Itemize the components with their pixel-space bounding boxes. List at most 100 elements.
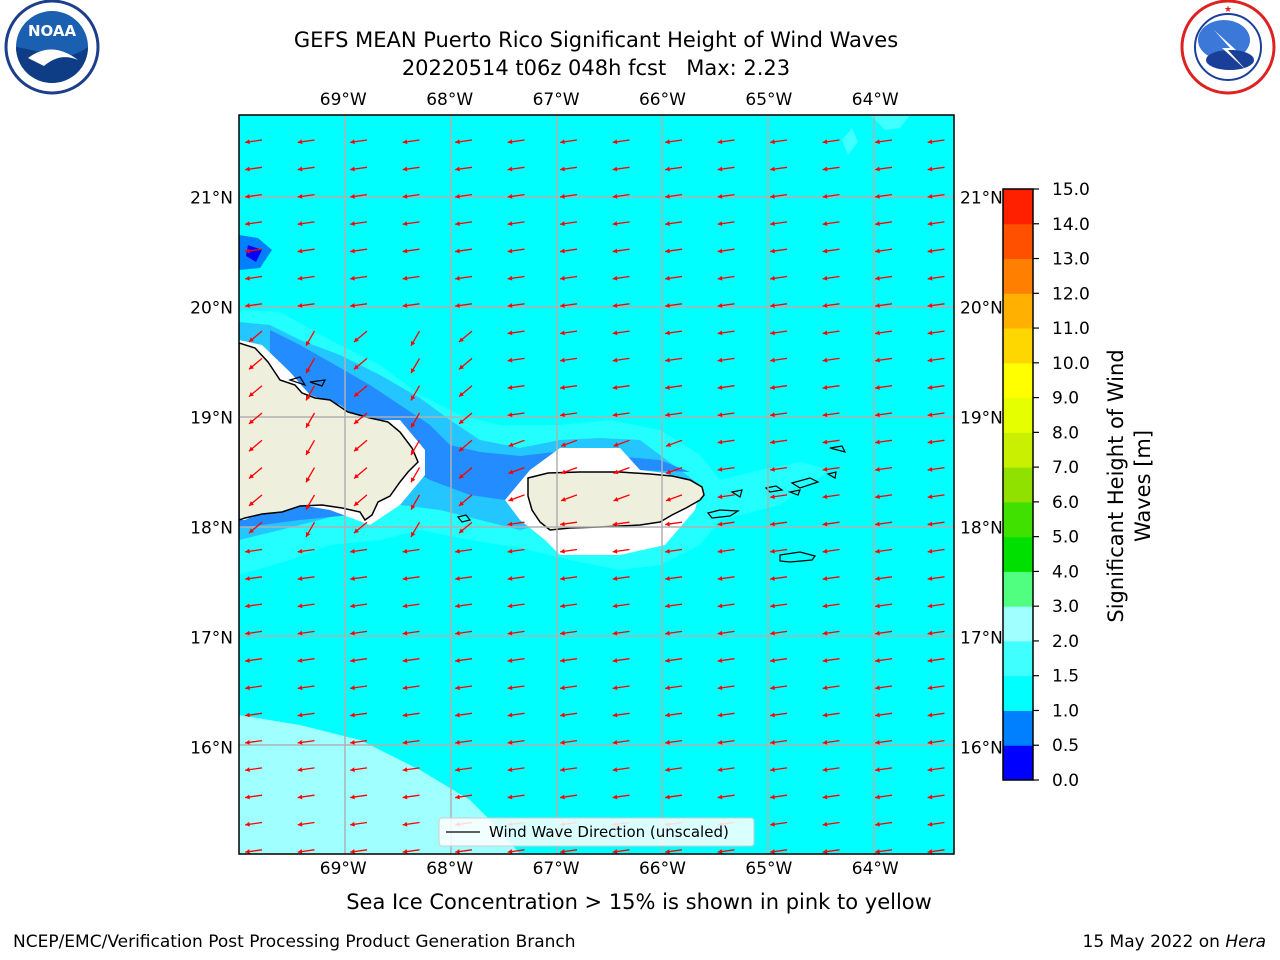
- wave-direction-arrow: [350, 603, 368, 609]
- wave-direction-arrow: [717, 630, 735, 636]
- wave-direction-arrow: [402, 685, 420, 691]
- wave-direction-arrow: [507, 248, 525, 254]
- colorbar-tick-label: 8.0: [1052, 423, 1079, 443]
- wave-direction-arrow: [560, 275, 578, 281]
- wave-direction-arrow: [927, 739, 945, 745]
- wave-direction-arrow: [717, 275, 735, 281]
- wave-direction-arrow: [402, 248, 420, 254]
- wave-direction-arrow: [297, 303, 315, 308]
- wave-direction-arrow: [875, 767, 893, 773]
- wave-direction-arrow: [927, 576, 945, 581]
- wave-direction-arrow: [305, 358, 316, 374]
- wave-direction-arrow: [458, 357, 473, 370]
- wave-direction-arrow: [455, 685, 473, 691]
- wave-direction-arrow: [717, 739, 735, 745]
- wave-direction-arrow: [612, 166, 630, 172]
- wave-direction-arrow: [508, 466, 525, 475]
- wave-direction-arrow: [507, 658, 525, 663]
- wave-direction-arrow: [507, 412, 525, 418]
- wave-direction-arrow: [875, 166, 893, 172]
- wave-direction-arrow: [560, 221, 578, 227]
- lat-tick-label: 20°N: [190, 298, 233, 318]
- wave-direction-arrow: [455, 712, 473, 718]
- wave-direction-arrow: [770, 521, 788, 527]
- wave-direction-arrow: [560, 794, 578, 800]
- wave-direction-arrow: [875, 821, 893, 827]
- wave-direction-arrow: [717, 521, 735, 527]
- wave-direction-arrow: [458, 385, 473, 398]
- wave-direction-arrow: [410, 412, 421, 429]
- colorbar-tick-label: 12.0: [1052, 284, 1090, 304]
- wave-direction-arrow: [245, 767, 263, 773]
- noaa-logo: NOAA: [4, 0, 100, 95]
- wave-direction-arrow: [560, 630, 578, 636]
- wave-direction-arrow: [560, 357, 578, 363]
- wave-direction-arrow: [665, 521, 683, 527]
- wave-direction-arrow: [507, 548, 525, 554]
- colorbar-tick-label: 7.0: [1052, 458, 1079, 478]
- wave-direction-arrow: [665, 794, 683, 800]
- wave-direction-arrow: [770, 548, 788, 554]
- wave-direction-arrow: [402, 303, 420, 308]
- wave-direction-arrow: [717, 603, 735, 609]
- wave-direction-arrow: [612, 248, 630, 254]
- wave-direction-arrow: [402, 794, 420, 800]
- wave-direction-arrow: [927, 494, 945, 500]
- wave-direction-arrow: [560, 739, 578, 745]
- wave-direction-arrow: [353, 439, 368, 452]
- wave-direction-arrow: [507, 385, 525, 390]
- wave-direction-arrow: [305, 385, 316, 401]
- wave-direction-arrow: [612, 767, 630, 773]
- wave-direction-arrow: [612, 576, 630, 581]
- footer-credit: NCEP/EMC/Verification Post Processing Pr…: [13, 932, 576, 952]
- wave-direction-arrow: [927, 794, 945, 800]
- wave-direction-arrow: [350, 658, 368, 663]
- wave-direction-arrow: [297, 139, 315, 145]
- wave-direction-arrow: [612, 330, 630, 336]
- wave-direction-arrow: [297, 849, 315, 854]
- wave-direction-arrow: [560, 330, 578, 336]
- colorbar-segment: [1003, 362, 1033, 399]
- wave-direction-arrow: [402, 603, 420, 609]
- wave-direction-arrow: [875, 630, 893, 636]
- wave-direction-arrow: [350, 821, 368, 827]
- colorbar-tick-label: 1.0: [1052, 701, 1079, 721]
- wave-direction-arrow: [770, 685, 788, 691]
- wave-direction-arrow: [717, 303, 735, 308]
- wave-direction-arrow: [507, 576, 525, 581]
- lat-tick-label: 17°N: [190, 628, 233, 648]
- wave-direction-arrow: [770, 412, 788, 418]
- colorbar-tick-label: 5.0: [1052, 528, 1079, 548]
- wave-direction-arrow: [402, 821, 420, 827]
- colorbar-segment: [1003, 501, 1033, 538]
- lat-tick-label: 19°N: [960, 408, 1003, 428]
- wave-direction-arrow: [822, 357, 840, 363]
- wave-direction-arrow: [717, 712, 735, 718]
- wind-wave-arrows: [245, 139, 945, 854]
- wave-direction-arrow: [927, 603, 945, 609]
- lon-tick-label: 65°W: [745, 859, 792, 879]
- wave-direction-arrow: [822, 603, 840, 609]
- wave-direction-arrow: [353, 412, 368, 425]
- wave-direction-arrow: [305, 412, 316, 429]
- wave-direction-arrow: [717, 548, 735, 554]
- wave-direction-arrow: [612, 548, 630, 554]
- wave-direction-arrow: [717, 576, 735, 581]
- wave-direction-arrow: [770, 303, 788, 308]
- wave-direction-arrow: [297, 576, 315, 581]
- wave-direction-arrow: [458, 330, 473, 343]
- wave-direction-arrow: [927, 303, 945, 308]
- wave-direction-arrow: [665, 139, 683, 145]
- wave-direction-arrow: [875, 303, 893, 308]
- wave-direction-arrow: [612, 603, 630, 609]
- wave-height-field: [239, 115, 954, 854]
- wave-direction-arrow: [455, 221, 473, 227]
- colorbar-title-line2: Waves [m]: [1131, 430, 1155, 542]
- wave-direction-arrow: [248, 494, 263, 507]
- wave-direction-arrow: [350, 576, 368, 581]
- wave-direction-arrow: [927, 221, 945, 227]
- wave-direction-arrow: [350, 739, 368, 745]
- wave-direction-arrow: [507, 193, 525, 199]
- wave-direction-arrow: [353, 330, 368, 343]
- wave-direction-arrow: [508, 439, 525, 447]
